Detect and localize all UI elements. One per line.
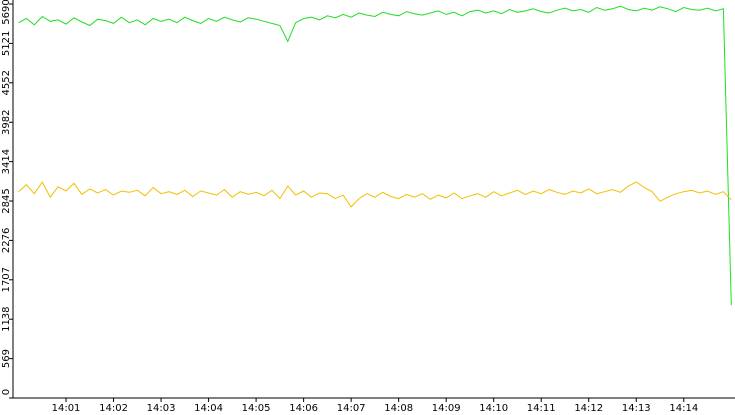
series-line [18,5,732,306]
x-tick-label: 14:04 [194,403,223,414]
x-tick-label: 14:08 [384,403,413,414]
y-tick-label: 0 [1,389,12,395]
x-tick-label: 14:09 [432,403,461,414]
x-tick-label: 14:07 [337,403,366,414]
y-tick-label: 1138 [1,306,12,331]
y-tick-label: 569 [1,349,12,368]
series-line [18,181,732,208]
y-tick-label: 2276 [1,228,12,253]
y-tick-label: 5121 [1,31,12,56]
y-tick-label: 1707 [1,267,12,292]
x-tick-label: 14:03 [147,403,176,414]
y-tick-label: 2845 [1,188,12,213]
x-tick-label: 14:02 [99,403,128,414]
y-tick-label: 3982 [1,110,12,135]
y-tick-label: 3414 [1,149,12,174]
x-tick-label: 14:13 [622,403,651,414]
x-tick-label: 14:12 [574,403,603,414]
y-tick-label: 5690 [1,0,12,25]
y-tick-label: 4552 [1,70,12,95]
x-tick-label: 14:05 [242,403,271,414]
x-tick-label: 14:11 [527,403,556,414]
x-tick-label: 14:14 [669,403,698,414]
x-tick-label: 14:10 [479,403,508,414]
x-tick-label: 14:01 [52,403,81,414]
x-tick-label: 14:06 [289,403,318,414]
